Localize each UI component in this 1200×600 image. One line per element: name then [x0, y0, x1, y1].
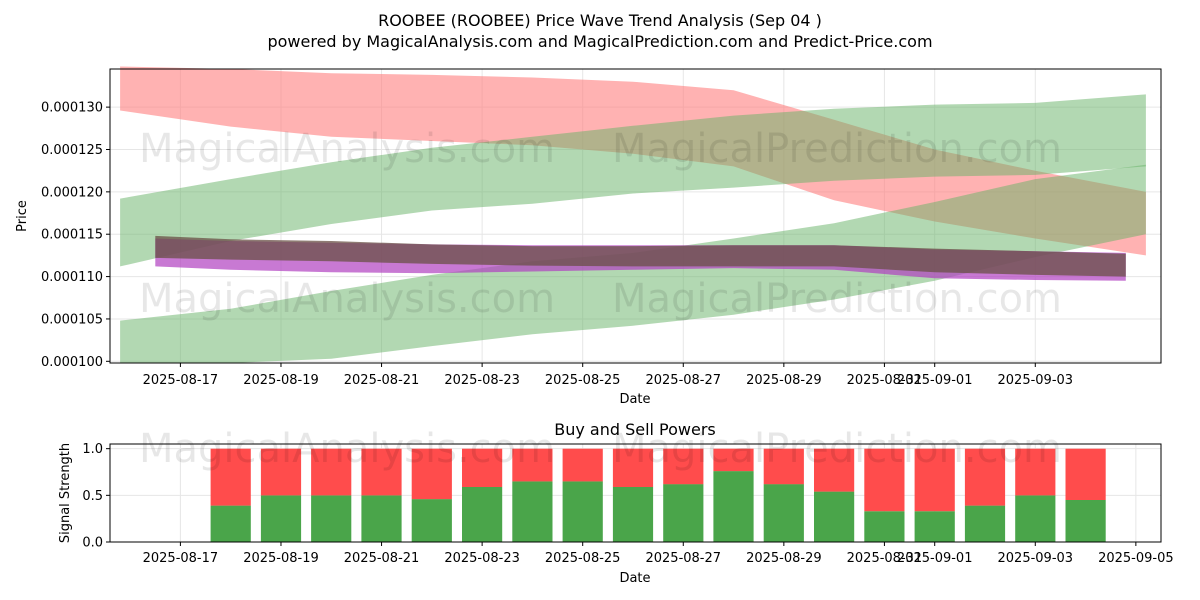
- signal-x-tick-label: 2025-08-25: [545, 551, 621, 566]
- price-y-tick-label: 0.000110: [41, 270, 103, 285]
- signal-watermarks: MagicalAnalysis.com MagicalPrediction.co…: [139, 426, 1062, 472]
- sell-bar: [663, 448, 704, 485]
- price-x-tick-label: 2025-08-25: [545, 373, 621, 388]
- signal-x-tick-label: 2025-08-27: [645, 551, 721, 566]
- price-x-tick-label: 2025-09-03: [998, 373, 1074, 388]
- price-y-tick-label: 0.000115: [41, 228, 103, 243]
- buy-bar: [260, 495, 302, 542]
- sell-bar: [311, 448, 352, 496]
- signal-x-tick-label: 2025-09-03: [998, 551, 1074, 566]
- sell-bar: [713, 448, 754, 472]
- signal-panel-title: Buy and Sell Powers: [554, 420, 716, 439]
- watermark-prediction-bottom: MagicalPrediction.com: [612, 426, 1062, 472]
- buy-bar: [1015, 495, 1056, 542]
- price-y-tick-label: 0.000130: [41, 101, 103, 116]
- sell-bar: [763, 448, 804, 485]
- signal-x-tick-label: 2025-08-21: [344, 551, 420, 566]
- sell-bar: [562, 448, 603, 482]
- band-brown-4: [155, 235, 1126, 277]
- price-panel: MagicalAnalysis.com MagicalPrediction.co…: [15, 66, 1162, 407]
- price-x-tick-label: 2025-08-27: [645, 373, 721, 388]
- buy-bar: [562, 481, 603, 542]
- buy-bar: [663, 484, 704, 542]
- signal-y-tick-label: 0.5: [82, 489, 103, 504]
- signal-axes-frame: [109, 443, 1162, 543]
- price-x-tick-label: 2025-08-29: [746, 373, 822, 388]
- signal-panel: Buy and Sell Powers MagicalAnalysis.com …: [58, 420, 1174, 586]
- price-y-tick-label: 0.000120: [41, 185, 103, 200]
- watermark-analysis-mid: MagicalAnalysis.com: [139, 276, 555, 322]
- signal-x-axis-label: Date: [619, 571, 650, 586]
- price-x-tick-label: 2025-08-21: [344, 373, 420, 388]
- price-y-axis-label: Price: [15, 200, 30, 232]
- buy-bar: [964, 505, 1006, 542]
- sell-bar: [914, 448, 955, 512]
- price-x-tick-label: 2025-08-17: [143, 373, 219, 388]
- signal-x-tick-label: 2025-08-19: [243, 551, 319, 566]
- buy-bar: [311, 495, 352, 542]
- signal-x-tick-label: 2025-08-17: [143, 551, 219, 566]
- watermark-prediction-mid: MagicalPrediction.com: [612, 276, 1062, 322]
- signal-x-tick-label: 2025-09-05: [1098, 551, 1174, 566]
- buy-bar: [914, 511, 955, 542]
- buy-bar: [612, 486, 654, 542]
- signal-y-tick-label: 0.0: [82, 536, 103, 551]
- buy-bar: [411, 499, 452, 542]
- buy-bar: [713, 471, 754, 542]
- sell-bar: [210, 448, 251, 506]
- band-green-1: [120, 94, 1146, 267]
- buy-bar: [814, 491, 855, 542]
- sell-bar: [964, 448, 1006, 506]
- sell-bar: [864, 448, 905, 512]
- buy-bar: [864, 511, 905, 542]
- price-y-ticks: 0.000100 0.000105 0.000110 0.000115 0.000120…: [41, 101, 110, 370]
- sell-bar: [361, 448, 402, 496]
- watermark-analysis-top: MagicalAnalysis.com: [139, 126, 555, 172]
- price-y-tick-label: 0.000100: [41, 355, 103, 370]
- price-y-tick-label: 0.000105: [41, 312, 103, 327]
- sell-bar: [612, 448, 654, 487]
- sell-bar: [1015, 448, 1056, 496]
- price-y-tick-label: 0.000125: [41, 143, 103, 158]
- price-x-tick-label: 2025-08-23: [444, 373, 520, 388]
- watermark-analysis-bottom: MagicalAnalysis.com: [139, 426, 555, 472]
- chart-subtitle: powered by MagicalAnalysis.com and Magic…: [267, 32, 932, 51]
- price-x-axis-label: Date: [619, 392, 650, 407]
- buy-bar: [210, 505, 251, 542]
- price-bands: [120, 66, 1146, 363]
- chart-title: ROOBEE (ROOBEE) Price Wave Trend Analysi…: [378, 11, 822, 30]
- signal-y-tick-label: 1.0: [82, 442, 103, 457]
- sell-bar: [260, 448, 302, 496]
- price-x-tick-label: 2025-08-31: [847, 373, 923, 388]
- signal-x-tick-label: 2025-08-31: [847, 551, 923, 566]
- price-x-tick-label: 2025-09-01: [897, 373, 973, 388]
- sell-bar: [411, 448, 452, 500]
- price-x-ticks: 2025-08-17 2025-08-19 2025-08-21 2025-08-23…: [143, 363, 1073, 388]
- price-axes-frame: [109, 68, 1162, 364]
- band-red-0: [120, 66, 1146, 256]
- signal-x-tick-label: 2025-08-23: [444, 551, 520, 566]
- price-x-tick-label: 2025-08-19: [243, 373, 319, 388]
- buy-bar: [361, 495, 402, 542]
- signal-y-axis-label: Signal Strength: [58, 443, 73, 543]
- sell-bar: [814, 448, 855, 492]
- sell-bar: [512, 448, 553, 482]
- watermark-prediction-top: MagicalPrediction.com: [612, 126, 1062, 172]
- sell-bar: [462, 448, 503, 487]
- buy-bar: [763, 484, 804, 542]
- signal-x-tick-label: 2025-09-01: [897, 551, 973, 566]
- signal-x-ticks: 2025-08-17 2025-08-19 2025-08-21 2025-08-23…: [143, 542, 1174, 566]
- signal-bars: [210, 448, 1106, 542]
- buy-bar: [1065, 500, 1106, 542]
- signal-y-ticks: 0.0 0.5 1.0: [82, 442, 110, 551]
- signal-x-tick-label: 2025-08-29: [746, 551, 822, 566]
- buy-bar: [462, 486, 503, 542]
- sell-bar: [1065, 448, 1106, 500]
- price-watermarks: MagicalAnalysis.com MagicalPrediction.co…: [139, 126, 1062, 322]
- buy-bar: [512, 481, 553, 542]
